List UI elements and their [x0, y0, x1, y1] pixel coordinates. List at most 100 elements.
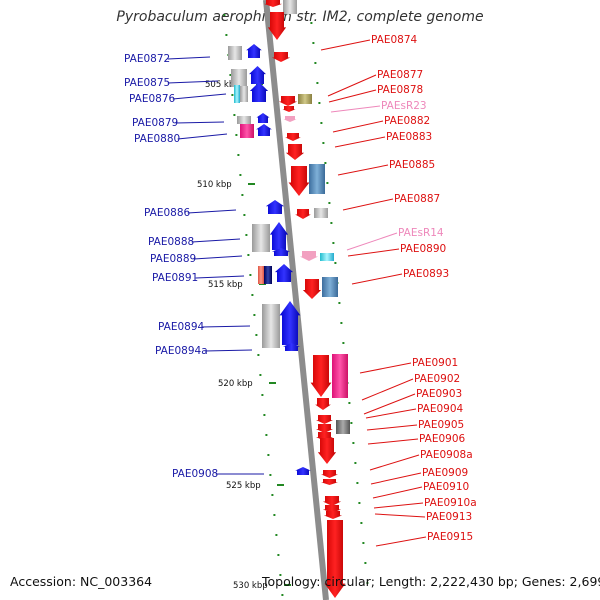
- gene-label-pae0908: PAE0908: [172, 468, 218, 480]
- track-dot: [245, 234, 248, 236]
- gene-block: [332, 354, 348, 398]
- gene-block: [322, 277, 338, 297]
- gene-label-pae0902: PAE0902: [414, 373, 460, 385]
- track-dot: [328, 202, 331, 204]
- kbp-label-515-kbp: 515 kbp: [208, 280, 243, 290]
- track-dot: [350, 422, 353, 424]
- gene-label-pae0905: PAE0905: [418, 419, 464, 431]
- gene-block: [240, 86, 248, 102]
- gene-block: [336, 420, 350, 434]
- track-dot: [322, 142, 325, 144]
- track-dot: [229, 74, 232, 76]
- gene-features: [228, 0, 350, 598]
- gene-label-paesr14: PAEsR14: [398, 227, 444, 239]
- forward-gene-arrow: [271, 248, 291, 256]
- forward-gene-arrow: [249, 66, 266, 84]
- track-dot: [334, 262, 337, 264]
- reverse-gene-arrow: [316, 415, 333, 424]
- track-dot: [243, 214, 246, 216]
- track-dot: [223, 14, 226, 16]
- reverse-gene-arrow: [322, 496, 342, 506]
- reverse-gene-arrow: [310, 355, 332, 397]
- gene-label-pae0885: PAE0885: [389, 159, 435, 171]
- leader-line: [195, 275, 245, 279]
- gene-label-pae0913: PAE0913: [426, 511, 472, 523]
- reverse-gene-arrow: [321, 479, 338, 485]
- track-dot: [312, 42, 315, 44]
- reverse-gene-arrow: [317, 438, 337, 464]
- leader-line: [337, 164, 389, 176]
- track-dot: [273, 514, 276, 516]
- reverse-gene-arrow: [302, 279, 322, 299]
- leader-line: [361, 378, 414, 401]
- leader-line: [204, 349, 253, 352]
- track-dot: [340, 322, 343, 324]
- leader-line: [328, 89, 377, 103]
- forward-gene-arrow: [279, 301, 301, 345]
- track-dot: [332, 242, 335, 244]
- leader-line: [363, 393, 416, 415]
- reverse-gene-arrow: [316, 424, 333, 433]
- gene-label-pae0915: PAE0915: [427, 531, 473, 543]
- track-dot: [241, 194, 244, 196]
- leader-line: [365, 408, 417, 419]
- track-dot: [255, 334, 258, 336]
- gene-label-pae0903: PAE0903: [416, 388, 462, 400]
- reverse-gene-arrow: [267, 12, 287, 40]
- leader-line: [367, 438, 419, 445]
- leader-line: [187, 209, 237, 214]
- track-dot: [257, 354, 260, 356]
- gene-label-pae0878: PAE0878: [377, 84, 423, 96]
- track-dot: [360, 522, 363, 524]
- forward-gene-arrow: [256, 113, 270, 123]
- leader-line: [334, 136, 386, 148]
- gene-label-pae0901: PAE0901: [412, 357, 458, 369]
- gene-label-pae0890: PAE0890: [400, 243, 446, 255]
- track-dot: [316, 82, 319, 84]
- leader-line: [193, 255, 243, 260]
- gene-label-pae0877: PAE0877: [377, 69, 423, 81]
- track-dot: [318, 102, 321, 104]
- leader-line: [375, 536, 427, 547]
- leader-line: [332, 120, 384, 133]
- leader-line: [372, 486, 423, 499]
- gene-block: [228, 46, 242, 60]
- leader-line: [201, 325, 251, 328]
- gene-label-pae0908a: PAE0908a: [420, 449, 473, 461]
- track-dot: [364, 562, 367, 564]
- gene-label-pae0887: PAE0887: [394, 193, 440, 205]
- gene-label-pae0906: PAE0906: [419, 433, 466, 445]
- track-dot: [233, 114, 236, 116]
- leader-line: [366, 424, 418, 431]
- track-dot: [267, 454, 270, 456]
- gene-label-pae0909: PAE0909: [422, 467, 468, 479]
- reverse-gene-arrow: [283, 116, 297, 122]
- gene-block: [262, 304, 280, 348]
- track-dot: [354, 462, 357, 464]
- gene-block: [258, 266, 264, 284]
- gene-label-pae0886: PAE0886: [144, 207, 191, 219]
- gene-block: [252, 224, 270, 252]
- track-dot: [330, 222, 333, 224]
- gene-label-pae0891: PAE0891: [152, 272, 198, 284]
- track-dot: [348, 402, 351, 404]
- track-dot: [271, 494, 274, 496]
- reverse-gene-arrow: [324, 520, 346, 598]
- forward-gene-arrow: [249, 82, 269, 102]
- reverse-gene-arrow: [288, 166, 310, 196]
- leader-line: [369, 454, 420, 471]
- track-dot: [263, 414, 266, 416]
- track-dot: [314, 62, 317, 64]
- track-dot: [249, 274, 252, 276]
- forward-gene-arrow: [265, 200, 285, 214]
- track-dot: [352, 442, 355, 444]
- track-dot: [277, 554, 280, 556]
- leader-line: [342, 198, 394, 211]
- track-dot: [356, 482, 359, 484]
- leader-line: [191, 238, 241, 243]
- forward-gene-arrow: [283, 343, 300, 351]
- gene-block: [320, 253, 334, 261]
- track-dot: [338, 302, 341, 304]
- gene-label-pae0893: PAE0893: [403, 268, 449, 280]
- leader-line: [177, 133, 228, 140]
